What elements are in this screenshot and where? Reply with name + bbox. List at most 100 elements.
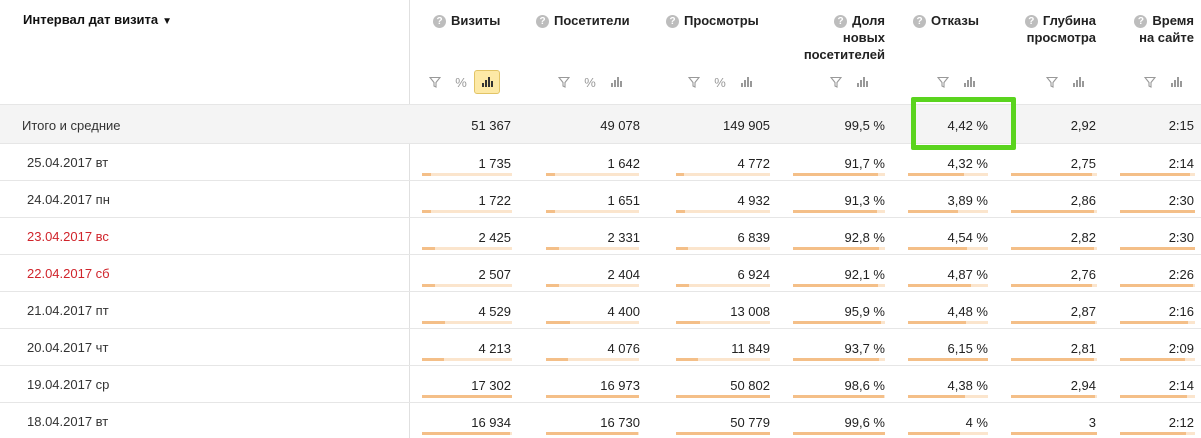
row-date[interactable]: 19.04.2017 ср	[27, 377, 110, 392]
metric-header-depth[interactable]: ? Глубина просмотра	[1016, 12, 1096, 46]
highlight-box	[911, 97, 1016, 150]
help-icon[interactable]: ?	[913, 15, 926, 28]
value-bar	[546, 284, 639, 287]
value-bar	[546, 321, 639, 324]
value-bar	[546, 173, 639, 176]
cell-value: 4,87 %	[947, 267, 988, 282]
value-bar	[793, 395, 885, 398]
cell-value: 98,6 %	[844, 378, 885, 393]
help-icon[interactable]: ?	[536, 15, 549, 28]
help-icon[interactable]: ?	[834, 15, 848, 28]
metric-header-visitors[interactable]: ? Посетители	[536, 12, 646, 29]
filter-icon	[429, 76, 441, 88]
filter-button[interactable]	[422, 70, 448, 94]
value-bar	[1120, 247, 1195, 250]
value-bar	[676, 321, 770, 324]
value-bar	[793, 247, 885, 250]
column-tools: %	[422, 70, 500, 94]
value-bar	[1120, 395, 1195, 398]
totals-row[interactable]: Итого и средние 51 367 49 078 149 905 99,5 %…	[0, 105, 1201, 144]
triangle-down-icon[interactable]: ▼	[162, 16, 173, 27]
help-icon[interactable]: ?	[433, 15, 446, 28]
filter-button[interactable]	[823, 70, 849, 94]
metric-header-pageviews[interactable]: ? Просмотры	[666, 12, 776, 29]
filter-button[interactable]	[551, 70, 577, 94]
chart-button[interactable]	[1163, 70, 1189, 94]
row-date[interactable]: 18.04.2017 вт	[27, 414, 109, 429]
column-divider	[409, 0, 410, 438]
bar-chart-icon	[610, 77, 622, 87]
filter-button[interactable]	[1039, 70, 1065, 94]
chart-button[interactable]	[733, 70, 759, 94]
table-row[interactable]: 19.04.2017 ср 17 302 16 973 50 802 98,6 % 4,3…	[0, 366, 1201, 403]
value-bar-fill	[676, 432, 770, 435]
value-bar-fill	[676, 284, 689, 287]
metric-header-bounces[interactable]: ? Отказы	[913, 12, 993, 29]
value-bar-fill	[676, 247, 688, 250]
help-icon[interactable]: ?	[1134, 15, 1148, 28]
value-bar	[1120, 321, 1195, 324]
value-bar-fill	[546, 395, 639, 398]
row-date[interactable]: 25.04.2017 вт	[27, 155, 109, 170]
value-bar	[908, 432, 988, 435]
chart-button[interactable]	[603, 70, 629, 94]
row-date[interactable]: 20.04.2017 чт	[27, 340, 109, 355]
value-bar	[676, 432, 770, 435]
value-bar-fill	[1011, 284, 1092, 287]
metric-header-visits[interactable]: ? Визиты	[433, 12, 523, 29]
value-bar	[1011, 210, 1097, 213]
table-row[interactable]: 18.04.2017 вт 16 934 16 730 50 779 99,6 % 4 %…	[0, 403, 1201, 438]
chart-button[interactable]	[474, 70, 500, 94]
filter-button[interactable]	[930, 70, 956, 94]
table-row[interactable]: 20.04.2017 чт 4 213 4 076 11 849 93,7 % 6,15 …	[0, 329, 1201, 366]
percent-button[interactable]: %	[714, 74, 726, 90]
row-date[interactable]: 22.04.2017 сб	[27, 266, 110, 281]
table-row[interactable]: 25.04.2017 вт 1 735 1 642 4 772 91,7 % 4,32 %…	[0, 144, 1201, 181]
value-bar	[1011, 247, 1097, 250]
row-date[interactable]: 21.04.2017 пт	[27, 303, 109, 318]
value-bar	[676, 358, 770, 361]
percent-button[interactable]: %	[455, 74, 467, 90]
metric-header-time[interactable]: ? Время на сайте	[1116, 12, 1194, 46]
table-row[interactable]: 21.04.2017 пт 4 529 4 400 13 008 95,9 % 4,48 …	[0, 292, 1201, 329]
value-bar	[908, 173, 988, 176]
metric-header-label: на сайте	[1139, 30, 1194, 45]
cell-value: 4 076	[607, 341, 640, 356]
cell-value: 11 849	[731, 341, 770, 356]
filter-icon	[937, 76, 949, 88]
chart-button[interactable]	[849, 70, 875, 94]
value-bar	[546, 358, 639, 361]
help-icon[interactable]: ?	[666, 15, 679, 28]
help-icon[interactable]: ?	[1024, 15, 1038, 28]
value-bar	[422, 321, 512, 324]
value-bar	[908, 395, 988, 398]
cell-value: 2,82	[1070, 230, 1096, 245]
value-bar-fill	[1120, 284, 1193, 287]
row-date[interactable]: 23.04.2017 вс	[27, 229, 109, 244]
value-bar	[908, 284, 988, 287]
table-row[interactable]: 23.04.2017 вс 2 425 2 331 6 839 92,8 % 4,54 %…	[0, 218, 1201, 255]
chart-button[interactable]	[1065, 70, 1091, 94]
cell-value: 4 %	[965, 415, 988, 430]
chart-button[interactable]	[956, 70, 982, 94]
dimension-header[interactable]: Интервал дат визита ▼	[23, 12, 172, 27]
metric-header-label: Время	[1152, 13, 1194, 28]
dimension-header-label: Интервал дат визита	[23, 12, 159, 27]
value-bar	[422, 247, 512, 250]
filter-button[interactable]	[1137, 70, 1163, 94]
filter-button[interactable]	[681, 70, 707, 94]
row-date[interactable]: 24.04.2017 пн	[27, 192, 110, 207]
table-row[interactable]: 22.04.2017 сб 2 507 2 404 6 924 92,1 % 4,87 %…	[0, 255, 1201, 292]
value-bar-fill	[546, 358, 568, 361]
table-row[interactable]: 24.04.2017 пн 1 722 1 651 4 932 91,3 % 3,89 %…	[0, 181, 1201, 218]
cell-value: 3,89 %	[947, 193, 988, 208]
value-bar-fill	[1011, 210, 1094, 213]
value-bar-fill	[908, 210, 958, 213]
percent-button[interactable]: %	[584, 74, 596, 90]
value-bar	[1120, 432, 1195, 435]
value-bar-fill	[1011, 358, 1094, 361]
value-bar	[908, 358, 988, 361]
cell-value: 4,32 %	[947, 156, 988, 171]
value-bar	[908, 247, 988, 250]
metric-header-new_share[interactable]: ? Доля новых посетителей	[800, 12, 885, 63]
